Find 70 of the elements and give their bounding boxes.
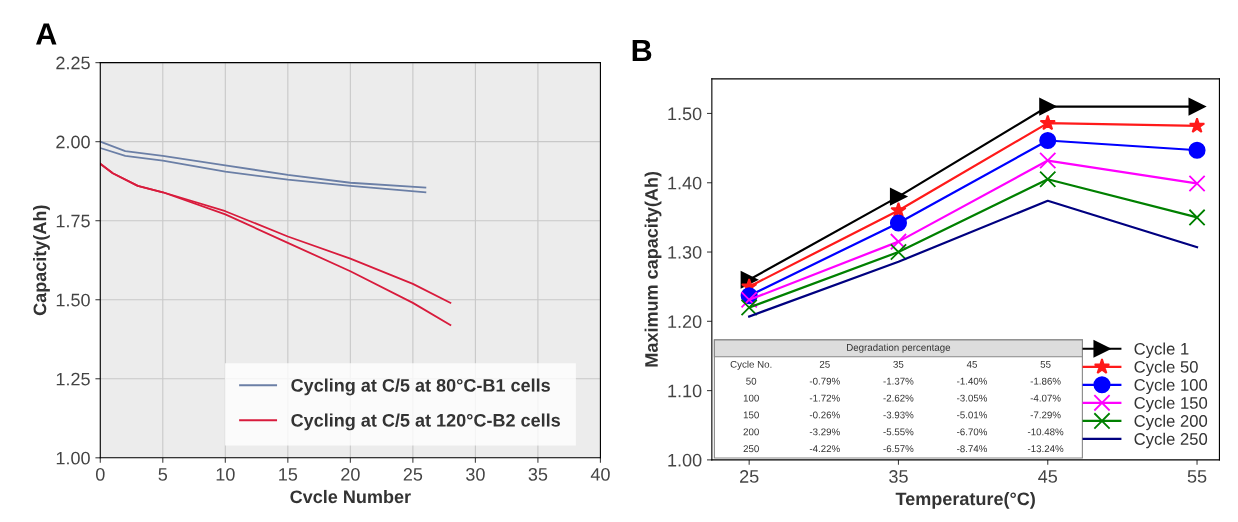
legend-label: Cycle 200 (1134, 414, 1208, 431)
annotation: -0.26% (809, 411, 840, 419)
annotation: -4.22% (809, 445, 840, 453)
annotation: 200 (743, 428, 759, 436)
annotation: -1.37% (883, 377, 914, 385)
x-tick-label: 25 (740, 470, 759, 483)
y-tick-label: 1.50 (668, 107, 702, 121)
annotation: -1.86% (1030, 377, 1061, 385)
x-tick-label: 35 (889, 470, 908, 483)
annotation: Degradation percentage (847, 343, 951, 353)
annotation: -4.07% (1030, 394, 1061, 402)
x-tick-label: 15 (279, 468, 298, 481)
x-tick-label: 10 (216, 467, 235, 481)
y-tick-label: 2.25 (56, 56, 90, 70)
x-tick-label: 0 (95, 467, 105, 481)
x-tick-label: 20 (341, 467, 360, 481)
annotation: Cycle No. (730, 360, 772, 370)
annotation: 50 (746, 377, 757, 385)
annotation: 45 (966, 360, 977, 368)
annotation: -10.48% (1027, 428, 1064, 436)
y-axis-title: Capacity(Ah) (33, 205, 50, 316)
annotation: -5.01% (957, 411, 988, 419)
legend-label: Cycle 50 (1134, 360, 1198, 377)
annotation: -5.55% (883, 428, 914, 436)
y-tick-label: 1.40 (668, 176, 702, 190)
legend-label: Cycle 1 (1134, 342, 1189, 359)
y-axis-title: Maximum capacity(Ah) (644, 171, 662, 367)
y-tick-label: 1.25 (56, 372, 90, 386)
x-tick-label: 55 (1187, 470, 1207, 483)
annotation: 25 (819, 360, 830, 368)
annotation: -6.57% (883, 445, 914, 453)
annotation: 150 (743, 411, 759, 419)
y-tick-label: 1.30 (668, 245, 702, 259)
annotation: -3.05% (957, 394, 988, 402)
legend-label: Cycling at C/5 at 120°C-B2 cells (291, 413, 560, 431)
x-tick-label: 40 (590, 467, 610, 481)
annotation: -1.40% (957, 377, 988, 385)
legend-label: Cycle 150 (1134, 396, 1208, 413)
legend-label: Cycling at C/5 at 80°C-B1 cells (291, 378, 550, 396)
annotation: -3.93% (883, 411, 914, 419)
x-tick-label: 35 (528, 467, 548, 481)
annotation: -3.29% (809, 428, 840, 436)
y-tick-label: 1.20 (668, 315, 702, 329)
y-tick-label: 1.00 (668, 453, 702, 467)
x-axis-title: Cvcle Number (290, 489, 411, 504)
annotation: 100 (743, 394, 759, 402)
y-tick-label: 1.00 (56, 451, 90, 465)
x-tick-label: 45 (1038, 470, 1058, 483)
legend-label: Cycle 100 (1134, 378, 1208, 395)
y-tick-label: 1.50 (56, 293, 90, 307)
annotation: -1.72% (809, 394, 840, 402)
x-tick-label: 5 (158, 468, 168, 481)
x-tick-label: 30 (466, 467, 485, 481)
legend-label: Cycle 250 (1134, 432, 1208, 449)
annotation: -6.70% (957, 428, 988, 436)
annotation: 35 (893, 360, 904, 368)
annotation: 250 (743, 445, 759, 453)
annotation: -8.74% (957, 445, 988, 453)
annotation: -7.29% (1030, 411, 1061, 419)
chart-title: A (36, 23, 57, 45)
annotation: 55 (1040, 360, 1051, 368)
annotation: -2.62% (883, 394, 914, 402)
x-axis-title: Temperature(°C) (895, 491, 1035, 509)
annotation: -13.24% (1027, 445, 1064, 453)
chart-title: B (632, 40, 652, 62)
y-tick-label: 2.00 (56, 135, 90, 149)
annotation: -0.79% (809, 377, 840, 385)
x-tick-label: 25 (403, 467, 423, 481)
y-tick-label: 1.75 (56, 214, 90, 228)
y-tick-label: 1.10 (668, 384, 702, 398)
